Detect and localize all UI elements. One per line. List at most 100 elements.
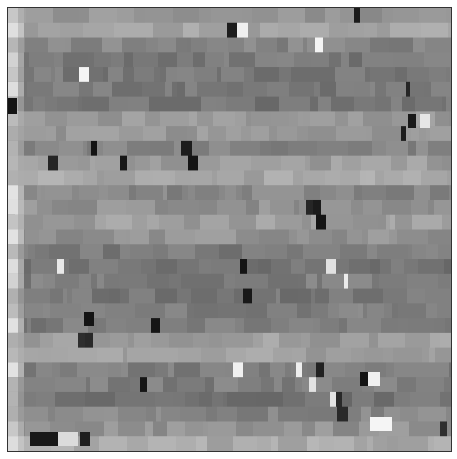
texture-cell	[43, 274, 55, 289]
texture-cell	[85, 392, 115, 407]
texture-cell	[127, 141, 150, 156]
texture-cell	[185, 392, 199, 407]
texture-cell	[440, 421, 447, 436]
texture-cell	[257, 436, 271, 451]
texture-cell	[135, 170, 153, 185]
texture-cell	[8, 185, 18, 200]
texture-cell	[339, 318, 347, 333]
texture-cell	[347, 230, 362, 245]
texture-cell	[18, 318, 24, 333]
texture-cell	[43, 303, 50, 318]
texture-cell	[46, 126, 56, 141]
texture-cell	[448, 23, 451, 38]
texture-cell	[108, 67, 123, 82]
texture-cell	[34, 67, 51, 82]
page: (() => { const data = JSON.parse(documen…	[0, 0, 457, 459]
texture-cell	[306, 348, 326, 363]
texture-cell	[140, 377, 147, 392]
texture-cell	[79, 274, 91, 289]
texture-cell	[329, 23, 348, 38]
texture-cell	[362, 52, 393, 67]
texture-cell	[201, 97, 216, 112]
texture-cell	[445, 318, 451, 333]
texture-cell	[24, 274, 31, 289]
texture-cell	[256, 38, 277, 53]
texture-cell	[109, 289, 120, 304]
texture-cell	[45, 185, 72, 200]
texture-cell	[358, 303, 363, 318]
texture-cell	[23, 111, 45, 126]
texture-cell	[248, 23, 260, 38]
texture-cell	[218, 303, 246, 318]
texture-cell	[58, 432, 78, 446]
texture-cell	[435, 348, 451, 363]
texture-cell	[18, 392, 24, 407]
texture-cell	[320, 318, 339, 333]
texture-cell	[348, 274, 372, 289]
texture-cell	[243, 362, 259, 377]
texture-cell	[236, 230, 259, 245]
texture-cell	[318, 97, 331, 112]
texture-cell	[287, 244, 303, 259]
texture-cell	[354, 8, 360, 23]
texture-cell	[366, 170, 375, 185]
texture-cell	[229, 215, 256, 230]
texture-cell	[429, 67, 446, 82]
texture-cell	[147, 377, 163, 392]
texture-cell	[337, 407, 348, 422]
texture-cell	[311, 303, 328, 318]
texture-cell	[145, 421, 153, 436]
texture-cell	[83, 170, 97, 185]
texture-cell	[425, 362, 449, 377]
texture-cell	[340, 170, 360, 185]
texture-cell	[354, 185, 362, 200]
texture-cell	[57, 259, 64, 274]
texture-cell	[155, 362, 168, 377]
texture-cell	[8, 8, 18, 23]
texture-cell	[324, 362, 345, 377]
texture-cell	[59, 141, 83, 156]
texture-cell	[335, 67, 365, 82]
texture-cell	[440, 333, 451, 348]
texture-cell	[361, 407, 371, 422]
texture-cell	[176, 436, 196, 451]
texture-cell	[367, 436, 373, 451]
texture-cell	[123, 67, 134, 82]
texture-cell	[419, 8, 446, 23]
texture-cell	[340, 244, 367, 259]
texture-cell	[55, 392, 85, 407]
texture-cell	[18, 259, 24, 274]
texture-cell	[41, 185, 45, 200]
texture-cell	[8, 407, 18, 422]
texture-cell	[289, 318, 313, 333]
texture-cell	[302, 421, 315, 436]
texture-cell	[438, 244, 451, 259]
texture-cell	[306, 274, 317, 289]
texture-cell	[263, 333, 279, 348]
texture-cell	[406, 126, 411, 141]
texture-cell	[384, 303, 392, 318]
texture-cell	[306, 67, 335, 82]
texture-cell	[413, 38, 425, 53]
texture-cell	[273, 348, 292, 363]
texture-cell	[404, 259, 418, 274]
texture-cell	[426, 303, 437, 318]
texture-cell	[351, 200, 363, 215]
texture-cell	[199, 23, 227, 38]
texture-cell	[114, 23, 133, 38]
texture-cell	[31, 259, 57, 274]
texture-cell	[53, 82, 79, 97]
texture-cell	[68, 348, 97, 363]
texture-cell	[89, 259, 118, 274]
texture-cell	[205, 52, 224, 67]
texture-cell	[370, 38, 389, 53]
texture-cell	[246, 303, 267, 318]
texture-cell	[305, 259, 326, 274]
texture-cell	[208, 421, 236, 436]
texture-cell	[260, 141, 271, 156]
texture-cell	[368, 372, 380, 386]
texture-cell	[395, 67, 407, 82]
texture-cell	[95, 156, 120, 171]
texture-cell	[169, 274, 181, 289]
texture-cell	[315, 289, 329, 304]
